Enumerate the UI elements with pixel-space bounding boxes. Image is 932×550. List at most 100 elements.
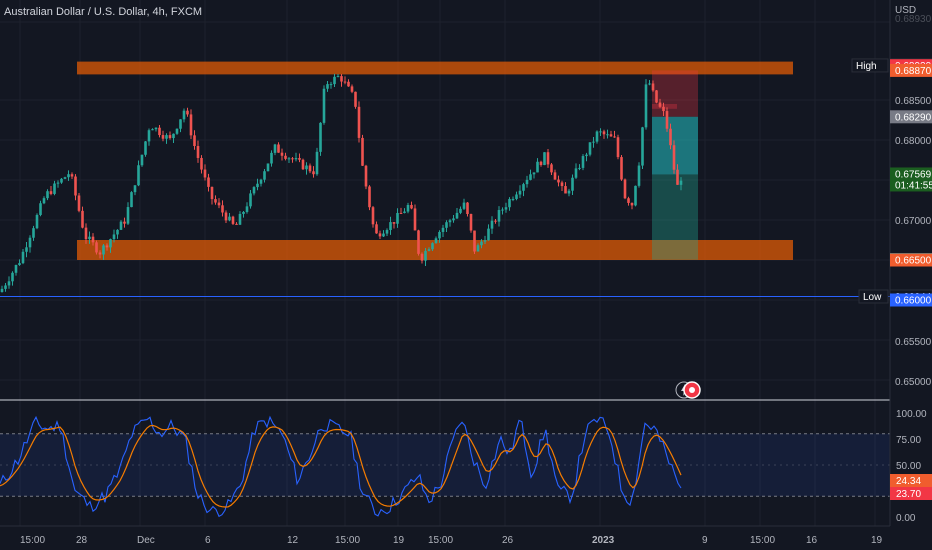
- price-tick-top: 0.68930: [895, 14, 932, 25]
- candle-body: [172, 133, 175, 139]
- candle-body: [144, 141, 147, 155]
- stop-loss-area[interactable]: [652, 70, 698, 117]
- candle-body: [641, 127, 644, 166]
- candle-body: [98, 252, 102, 255]
- candle-body: [658, 102, 662, 107]
- candle-body: [595, 131, 599, 142]
- candle-body: [119, 221, 123, 230]
- price-tick: 0.68500: [895, 96, 932, 107]
- candle-body: [634, 185, 637, 206]
- time-label: 6: [205, 535, 211, 546]
- price-badge-label: Low: [863, 292, 882, 303]
- time-label: 19: [393, 535, 405, 546]
- candle-body: [406, 204, 410, 212]
- candle-body: [557, 179, 560, 183]
- candle-body: [168, 135, 172, 139]
- candle-body: [70, 174, 74, 177]
- candle-body: [179, 119, 182, 129]
- candle-body: [375, 224, 378, 234]
- candle-body: [431, 243, 434, 250]
- time-label: 9: [702, 535, 708, 546]
- candle-body: [25, 247, 28, 252]
- candle-body: [102, 245, 105, 255]
- candle-body: [35, 214, 39, 229]
- candle-body: [11, 272, 14, 282]
- candle-body: [459, 208, 462, 213]
- candle-body: [536, 161, 539, 173]
- candle-body: [497, 210, 501, 222]
- candle-body: [137, 165, 140, 186]
- candle-body: [210, 186, 214, 200]
- take-profit-area[interactable]: [652, 116, 698, 260]
- candle-body: [417, 230, 420, 254]
- candle-body: [539, 161, 543, 166]
- candle-body: [364, 165, 368, 187]
- candle-body: [371, 207, 375, 225]
- candle-body: [630, 202, 634, 206]
- candle-body: [637, 165, 641, 186]
- candle-body: [602, 131, 606, 135]
- candle-body: [490, 220, 494, 229]
- candle-body: [305, 165, 308, 170]
- candle-body: [284, 155, 287, 159]
- candle-body: [403, 211, 406, 213]
- candle-body: [203, 169, 207, 178]
- stoch-k-badge: [890, 474, 932, 487]
- candle-body: [238, 213, 242, 225]
- candle-body: [298, 158, 301, 160]
- candle-body: [322, 88, 326, 123]
- candle-body: [669, 128, 672, 146]
- candle-body: [504, 207, 508, 210]
- short-position-tool[interactable]: [652, 70, 698, 260]
- candle-body: [378, 233, 382, 237]
- candle-body: [385, 230, 389, 234]
- candle-body: [571, 177, 574, 191]
- candle-body: [326, 84, 329, 89]
- candle-body: [368, 186, 371, 208]
- news-flag-icon[interactable]: [683, 381, 701, 399]
- candle-body: [665, 111, 669, 129]
- price-badge-label: High: [856, 61, 877, 72]
- candle-body: [515, 194, 518, 199]
- candle-body: [476, 245, 480, 252]
- candle-body: [231, 216, 235, 224]
- symbol-title[interactable]: Australian Dollar / U.S. Dollar, 4h, FXC…: [4, 6, 203, 18]
- candle-body: [361, 137, 364, 166]
- stoch-d-badge: [890, 487, 932, 500]
- candle-body: [151, 129, 154, 131]
- candle-body: [46, 191, 49, 199]
- candle-body: [39, 203, 42, 215]
- candle-body: [399, 212, 403, 214]
- candle-body: [161, 135, 165, 139]
- time-label: 15:00: [335, 535, 360, 546]
- candle-body: [0, 288, 4, 292]
- candle-body: [116, 229, 119, 235]
- candle-body: [518, 190, 522, 195]
- candle-body: [623, 179, 627, 199]
- price-badge-value: 0.66000: [895, 296, 932, 307]
- candle-body: [84, 227, 88, 240]
- candle-body: [67, 174, 70, 178]
- stochastic-pane: [0, 415, 890, 518]
- candle-body: [522, 184, 525, 191]
- candle-body: [336, 76, 340, 78]
- price-badge: [890, 63, 932, 77]
- candle-body: [270, 152, 273, 164]
- candle-body: [354, 91, 357, 107]
- candle-body: [452, 218, 455, 221]
- resistance-zone[interactable]: [77, 61, 793, 75]
- candle-body: [81, 210, 84, 228]
- stoch-k-line: [0, 415, 682, 518]
- candle-body: [564, 186, 567, 194]
- candle-body: [606, 134, 609, 136]
- candle-body: [182, 110, 186, 120]
- candle-body: [553, 172, 557, 180]
- price-tick: 0.65000: [895, 377, 932, 388]
- candle-body: [315, 151, 319, 175]
- candle-body: [228, 216, 231, 221]
- support-zone[interactable]: [77, 240, 793, 260]
- candle-body: [109, 239, 112, 248]
- time-label: 26: [502, 535, 514, 546]
- candle-body: [424, 250, 427, 261]
